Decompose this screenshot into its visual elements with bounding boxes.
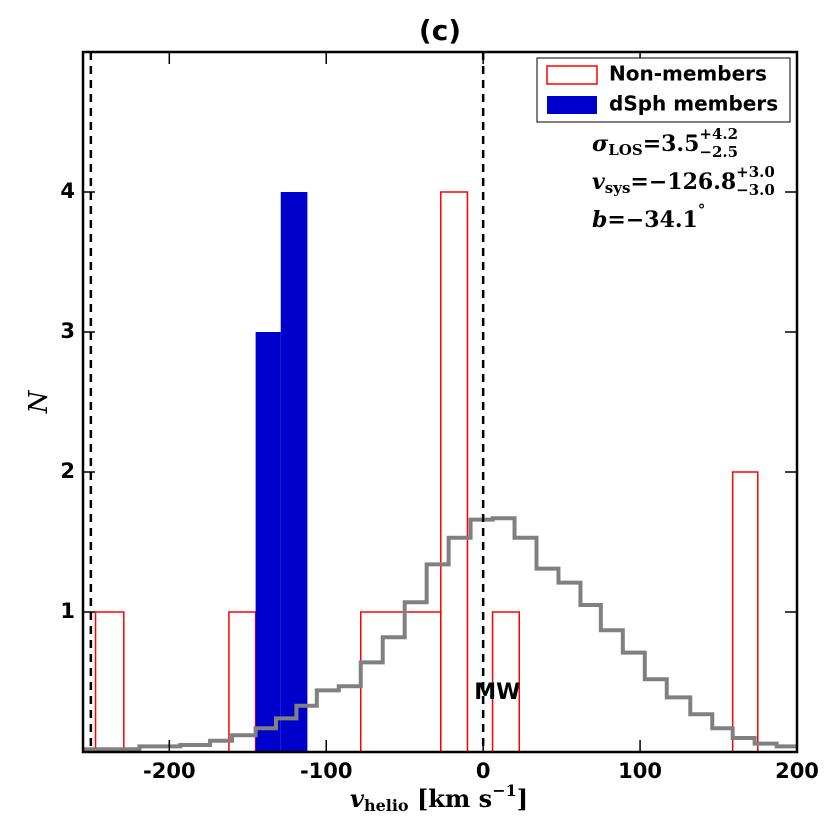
- histogram-bar: [360, 611, 442, 753]
- legend-swatch: [546, 65, 598, 85]
- y-tick-label: 1: [60, 599, 75, 623]
- annotation-symbol: v: [592, 169, 605, 195]
- x-label-sup: −1: [492, 781, 517, 800]
- annotation-main: =3.5: [643, 131, 700, 157]
- x-tick-label: 0: [476, 759, 491, 783]
- y-tick-label: 3: [60, 319, 75, 343]
- histogram-bar: [280, 192, 308, 752]
- annotation-symbol: σ: [592, 131, 609, 157]
- annotation: MW: [474, 680, 520, 705]
- x-label-unit: [km s: [409, 784, 493, 813]
- annotation-sup: +4.2: [699, 125, 738, 143]
- annotation-sub: sys: [605, 179, 631, 197]
- x-tick-label: -100: [300, 759, 353, 783]
- histogram-bar: [94, 611, 125, 753]
- x-tick-label: -200: [143, 759, 196, 783]
- annotation: σLOS=3.5+4.2 −2.5: [592, 125, 738, 161]
- x-label-symbol: v: [350, 784, 365, 813]
- plot-frame: [81, 50, 799, 754]
- x-label-sub: helio: [364, 796, 409, 815]
- annotation-low: −3.0: [736, 181, 775, 199]
- y-tick-label: 4: [60, 179, 75, 203]
- x-tick-label: 100: [618, 759, 662, 783]
- histogram-bar: [731, 471, 759, 753]
- annotation-symbol: b: [592, 207, 607, 233]
- histogram-bar: [255, 332, 281, 752]
- annotation-low: −2.5: [699, 143, 738, 161]
- annotation-main: =−126.8: [630, 169, 736, 195]
- histogram-bar: [228, 611, 257, 753]
- chart-title: (c): [419, 14, 461, 47]
- legend-label: Non-members: [609, 62, 767, 86]
- y-tick-label: 2: [60, 459, 75, 483]
- annotation-sub: LOS: [608, 141, 642, 159]
- y-axis-label: N: [24, 389, 54, 414]
- model-step-line: [83, 516, 797, 752]
- x-tick-label: 200: [775, 759, 819, 783]
- x-label-close: ]: [517, 784, 528, 813]
- annotation-sup: °: [698, 201, 706, 219]
- annotation-sup: +3.0: [736, 163, 775, 181]
- annotation: vsys=−126.8+3.0 −3.0: [592, 163, 775, 199]
- annotation: b=−34.1°: [592, 201, 705, 233]
- annotation-main: =−34.1: [607, 207, 697, 233]
- legend-label: dSph members: [609, 92, 778, 116]
- x-axis-label: vhelio [km s−1]: [350, 781, 528, 815]
- histogram-bar: [440, 191, 469, 753]
- legend-swatch: [547, 96, 597, 114]
